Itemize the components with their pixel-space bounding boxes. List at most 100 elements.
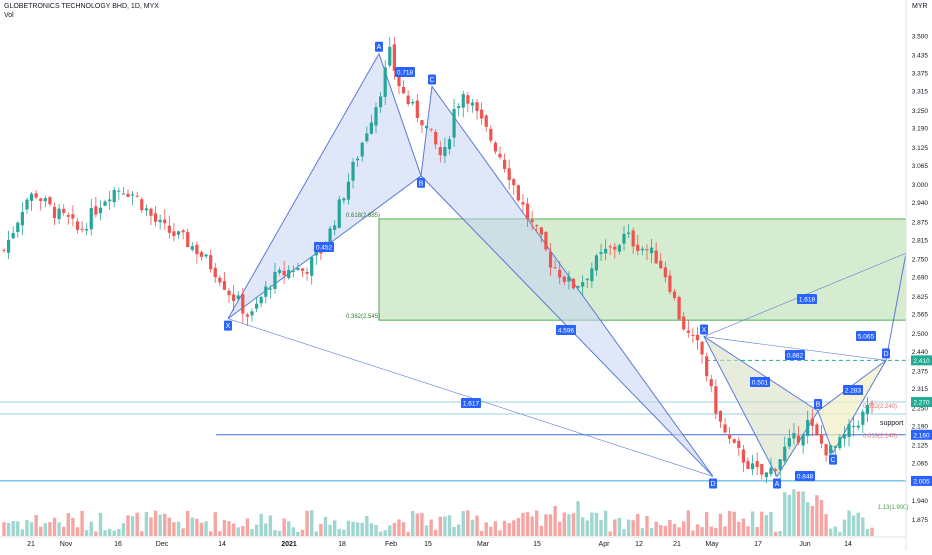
volume-bar xyxy=(640,528,645,536)
candle-body xyxy=(594,255,599,271)
candle-body xyxy=(213,267,217,278)
volume-bar xyxy=(773,531,778,536)
candle-body xyxy=(502,159,507,169)
volume-bar xyxy=(760,511,764,536)
volume-bar xyxy=(231,523,236,536)
candle-body xyxy=(130,194,135,196)
candle-body xyxy=(709,379,713,387)
volume-bar xyxy=(682,521,686,536)
candle-body xyxy=(378,96,383,108)
candle-body xyxy=(71,214,75,219)
pattern-point-badge xyxy=(417,177,425,188)
time-tick-label: 15 xyxy=(533,541,541,548)
candle-body xyxy=(691,335,695,337)
candle-body xyxy=(337,199,341,228)
volume-bar xyxy=(617,517,622,536)
candle-body xyxy=(346,181,351,200)
candle-body xyxy=(80,228,84,230)
candle-body xyxy=(204,254,208,257)
time-tick-label: 12 xyxy=(635,541,643,548)
candle-body xyxy=(181,230,185,233)
volume-bar xyxy=(663,525,668,536)
candle-body xyxy=(121,193,126,195)
volume-bar xyxy=(186,510,190,536)
pattern-point-label: C xyxy=(830,457,835,464)
ratio-label: 1.618 xyxy=(799,297,816,304)
volume-bar xyxy=(456,524,461,536)
volume-bar xyxy=(842,519,847,536)
pattern-point-label: C xyxy=(429,77,434,84)
volume-bar xyxy=(613,519,617,536)
candle-body xyxy=(117,190,121,192)
volume-bar xyxy=(346,520,351,536)
candle-body xyxy=(663,267,667,278)
volume-bar xyxy=(195,518,199,536)
ratio-badge xyxy=(785,350,805,360)
pattern-point-label: X xyxy=(226,323,231,330)
time-tick-label: Dec xyxy=(156,541,169,548)
volume-bar xyxy=(580,517,585,536)
volume-bar xyxy=(84,530,89,536)
volume-bar xyxy=(153,510,158,536)
candle-body xyxy=(516,185,520,201)
volume-bar xyxy=(502,520,507,536)
ratio-badge xyxy=(556,325,576,335)
ratio-badge xyxy=(795,471,815,481)
volume-bar xyxy=(553,505,557,536)
candle-body xyxy=(746,461,750,470)
candle-body xyxy=(521,202,525,205)
candle-body xyxy=(571,278,576,289)
candle-body xyxy=(562,276,566,282)
candle-body xyxy=(199,252,204,257)
volume-bar xyxy=(461,511,465,536)
candle-body xyxy=(52,206,57,219)
fib-level-label: 1.13(1.900) xyxy=(878,505,909,511)
volume-bar xyxy=(199,522,204,536)
volume-bar xyxy=(590,512,594,536)
pattern-point-label: A xyxy=(775,481,780,488)
ratio-label: 2.283 xyxy=(845,388,862,395)
candle-body xyxy=(277,269,282,273)
candle-body xyxy=(686,330,690,333)
candle-body xyxy=(581,282,585,287)
volume-bar xyxy=(479,531,484,536)
candle-body xyxy=(466,95,470,104)
volume-bar xyxy=(787,494,792,536)
price-tick-label: 3.125 xyxy=(912,145,929,152)
candle-body xyxy=(195,244,199,255)
volume-bar xyxy=(645,515,649,536)
candle-body xyxy=(507,168,511,180)
candle-body xyxy=(760,464,764,475)
volume-bar xyxy=(332,520,337,536)
ratio-badge xyxy=(750,377,770,387)
volume-bar xyxy=(512,520,516,536)
volume-bar xyxy=(296,531,300,536)
candle-body xyxy=(167,225,171,233)
candle-body xyxy=(85,229,89,231)
candle-body xyxy=(282,270,286,276)
candle-body xyxy=(631,230,635,247)
candle-body xyxy=(241,294,245,314)
pattern-point-label: X xyxy=(702,327,707,334)
price-badge-label: 2.270 xyxy=(913,400,930,407)
volume-bar xyxy=(525,512,530,536)
volume-bar xyxy=(815,495,819,536)
volume-bar xyxy=(25,519,29,536)
volume-bar xyxy=(750,511,755,536)
candle-body xyxy=(333,225,337,230)
candle-body xyxy=(89,208,93,230)
volume-bar xyxy=(259,513,263,536)
ratio-badge xyxy=(395,67,415,77)
ratio-label: 0.501 xyxy=(752,380,769,387)
candle-body xyxy=(470,102,475,106)
volume-bar xyxy=(29,522,34,536)
candle-body xyxy=(498,153,502,158)
volume-bar xyxy=(429,519,433,536)
candle-body xyxy=(732,439,736,443)
volume-bar xyxy=(792,489,796,536)
candle-body xyxy=(741,449,746,463)
volume-bar xyxy=(562,512,566,536)
price-tick-label: 3.500 xyxy=(912,33,929,40)
ratio-label: 0.718 xyxy=(397,70,414,77)
